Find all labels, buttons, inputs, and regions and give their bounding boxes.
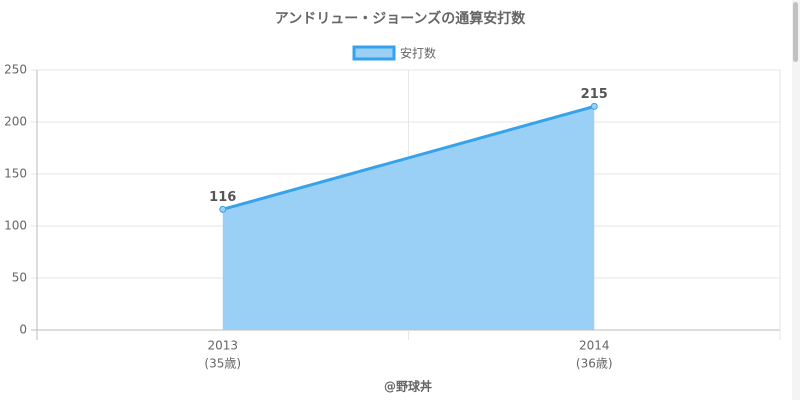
area: [222, 106, 595, 331]
line: [222, 104, 595, 211]
value-label: 215: [581, 87, 608, 102]
scrollbar-thumb[interactable]: [793, 2, 798, 62]
y-tick-label: 0: [19, 323, 27, 337]
chart-title: アンドリュー・ジョーンズの通算安打数: [275, 10, 526, 27]
x-tick-sublabel: (36歳): [576, 357, 613, 371]
y-tick-label: 150: [4, 167, 27, 181]
y-tick-label: 250: [4, 63, 27, 77]
x-tick-label: 2013: [207, 339, 238, 353]
legend-label: 安打数: [400, 46, 436, 61]
y-tick-label: 100: [4, 219, 27, 233]
point: [219, 205, 227, 213]
scrollbar-track: [792, 0, 800, 400]
x-tick-label: 2014: [579, 339, 610, 353]
value-label: 116: [209, 190, 236, 205]
x-tick-sublabel: (35歳): [204, 357, 241, 371]
y-tick-label: 200: [4, 115, 27, 129]
x-axis-label: @野球丼: [384, 379, 432, 394]
y-tick-label: 50: [12, 271, 27, 285]
point: [590, 102, 598, 110]
legend-swatch: [352, 45, 396, 61]
